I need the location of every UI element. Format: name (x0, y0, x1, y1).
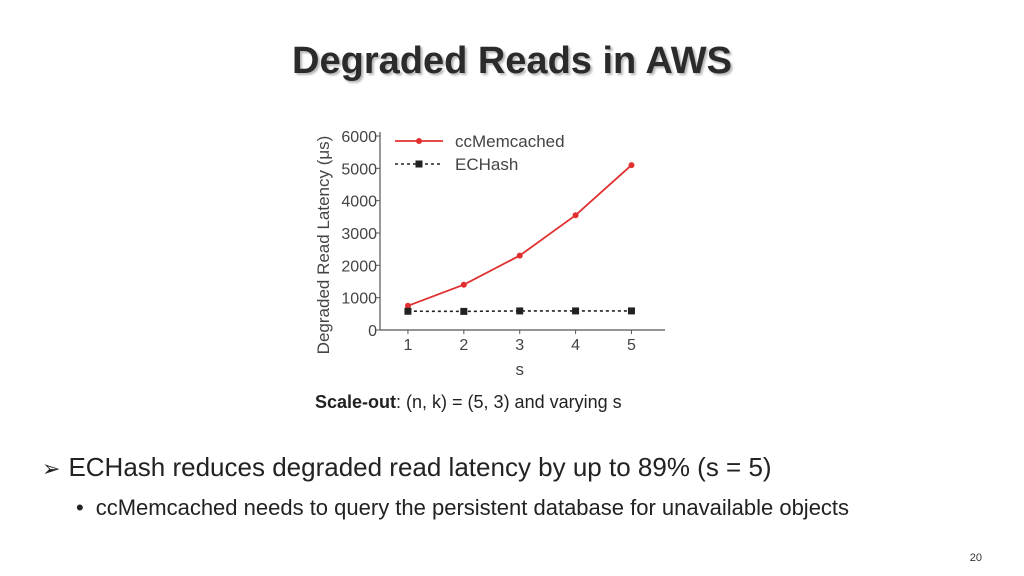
chart-caption: Scale-out: (n, k) = (5, 3) and varying s (315, 392, 622, 413)
y-tick-label: 0 (368, 323, 377, 340)
y-tick-label: 5000 (341, 161, 377, 178)
bullet-main: ➢ ECHash reduces degraded read latency by… (42, 452, 772, 483)
data-point-ccmemcached (460, 281, 467, 288)
data-point-echash (516, 307, 524, 315)
y-tick-label: 6000 (341, 129, 377, 146)
data-point-echash (572, 307, 580, 315)
x-tick-label: 3 (515, 337, 524, 354)
dot-bullet-icon: • (76, 495, 84, 520)
x-tick-label: 2 (459, 337, 468, 354)
chart-axes (379, 132, 665, 331)
y-tick-label: 4000 (341, 194, 377, 211)
chart-series (404, 162, 635, 315)
data-point-ccmemcached (516, 252, 523, 259)
series-line-ccmemcached (407, 164, 633, 307)
y-tick-label: 3000 (341, 226, 377, 243)
arrow-bullet-icon: ➢ (42, 456, 61, 481)
latency-chart: 0 1000 2000 3000 4000 5000 6000 1 2 3 4 5 ccMemcac… (314, 129, 665, 379)
x-axis-label: s (515, 360, 524, 379)
legend-marker (415, 160, 423, 168)
caption-text: : (n, k) = (5, 3) and varying s (396, 392, 622, 412)
y-tick-label: 1000 (341, 291, 377, 308)
series-line-echash (407, 310, 632, 313)
data-point-ccmemcached (628, 162, 635, 169)
x-tick-label: 5 (627, 337, 636, 354)
x-tick-labels: 1 2 3 4 5 (403, 330, 636, 354)
data-point-ccmemcached (572, 212, 579, 219)
bullet-sub: • ccMemcached needs to query the persiste… (76, 495, 849, 521)
bullet-main-text: ECHash reduces degraded read latency by … (68, 452, 772, 482)
legend-label: ccMemcached (455, 132, 565, 151)
data-point-ccmemcached (404, 302, 411, 309)
slide-title: Degraded Reads in AWS (292, 40, 732, 82)
data-point-echash (404, 307, 412, 315)
x-tick-label: 4 (571, 337, 580, 354)
x-tick-label: 1 (403, 337, 412, 354)
bullet-sub-text: ccMemcached needs to query the persisten… (95, 495, 850, 520)
legend-marker (416, 138, 422, 144)
data-point-echash (627, 307, 635, 315)
data-point-echash (460, 307, 468, 315)
y-tick-labels: 0 1000 2000 3000 4000 5000 6000 (341, 129, 380, 340)
legend-label: ECHash (455, 155, 518, 174)
caption-bold: Scale-out (315, 392, 397, 412)
y-axis-label: Degraded Read Latency (μs) (314, 136, 333, 355)
y-tick-label: 2000 (341, 258, 377, 275)
page-number: 20 (969, 552, 982, 564)
chart-legend: ccMemcached ECHash (395, 132, 565, 174)
